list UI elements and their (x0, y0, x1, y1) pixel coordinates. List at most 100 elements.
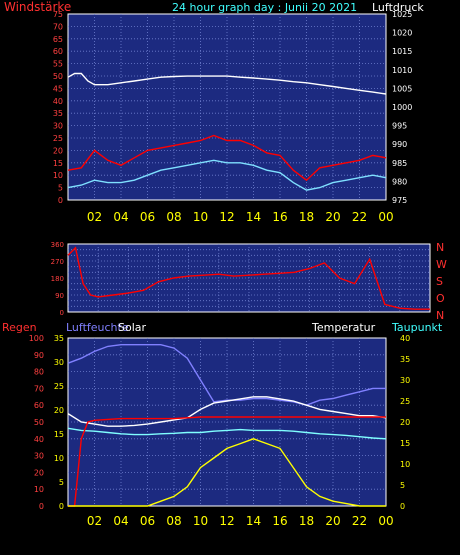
y-tick-left: 90 (55, 292, 64, 300)
x-tick: 22 (352, 514, 367, 528)
y-tick-right: 1010 (392, 66, 412, 75)
y-tick-right: 35 (400, 355, 410, 364)
series-line-luftfeuchte (67, 344, 386, 406)
y-tick-right: 40 (400, 334, 410, 343)
label-luftfeuchte: Luftfeuchte (66, 321, 129, 334)
y-tick-rain: 40 (34, 435, 44, 444)
y-tick-left: 70 (53, 22, 63, 31)
y-tick-left: 5 (58, 184, 63, 193)
y-tick-left: 360 (51, 241, 64, 249)
x-tick: 14 (246, 514, 261, 528)
y-tick-left: 75 (53, 10, 63, 19)
y-tick-left: 0 (60, 309, 64, 317)
x-tick: 00 (378, 210, 393, 224)
x-tick: 20 (325, 210, 340, 224)
series-line-regen (68, 416, 386, 507)
x-tick: 02 (87, 210, 102, 224)
y-tick-right: 1005 (392, 84, 412, 93)
y-tick-rain: 70 (34, 384, 44, 393)
label-temperatur: Temperatur (311, 321, 376, 334)
y-tick-left: 270 (51, 258, 64, 266)
x-tick: 22 (352, 210, 367, 224)
y-tick-right: 1000 (392, 103, 412, 112)
chart-title: 24 hour graph day : Junii 20 2021 (172, 1, 357, 14)
y-tick-solar: 35 (54, 334, 64, 343)
y-tick-right: 990 (392, 140, 407, 149)
compass-label: W (436, 258, 447, 271)
x-tick: 14 (246, 210, 261, 224)
y-tick-right: 20 (400, 418, 410, 427)
y-tick-left: 15 (53, 159, 63, 168)
x-tick: 10 (193, 514, 208, 528)
y-tick-solar: 10 (54, 454, 64, 463)
y-tick-right: 975 (392, 196, 407, 205)
y-tick-left: 30 (53, 122, 63, 131)
y-tick-right: 1025 (392, 10, 412, 19)
y-tick-solar: 20 (54, 406, 64, 415)
y-tick-rain: 10 (34, 485, 44, 494)
x-tick: 08 (166, 514, 181, 528)
right-title: Luftdruck (372, 1, 424, 14)
y-tick-left: 60 (53, 47, 63, 56)
y-tick-right: 985 (392, 159, 407, 168)
y-tick-right: 25 (400, 397, 410, 406)
y-tick-rain: 80 (34, 368, 44, 377)
label-regen: Regen (2, 321, 37, 334)
x-tick: 20 (325, 514, 340, 528)
y-tick-rain: 100 (29, 334, 44, 343)
y-tick-left: 45 (53, 84, 63, 93)
y-tick-right: 995 (392, 122, 407, 131)
x-tick: 12 (219, 210, 234, 224)
compass-label: N (436, 309, 444, 322)
label-solar: Solar (118, 321, 147, 334)
x-tick: 16 (272, 514, 287, 528)
series-line-temperatur (67, 396, 387, 427)
series-line-luftdruck (67, 72, 387, 95)
y-tick-left: 180 (51, 275, 64, 283)
y-tick-solar: 0 (59, 502, 64, 511)
series-line-wind-avg (67, 159, 387, 191)
y-tick-left: 55 (53, 60, 63, 69)
y-tick-left: 0 (58, 196, 63, 205)
y-tick-rain: 20 (34, 468, 44, 477)
y-tick-rain: 50 (34, 418, 44, 427)
y-tick-rain: 30 (34, 452, 44, 461)
series-line-wind-gust (67, 134, 387, 182)
panel-rain-humidity-temp: 0102030405060708090100051015202530350510… (2, 321, 443, 528)
y-tick-rain: 90 (34, 351, 44, 360)
y-tick-right: 5 (400, 481, 405, 490)
x-tick: 06 (140, 514, 155, 528)
x-tick: 06 (140, 210, 155, 224)
y-tick-left: 20 (53, 146, 63, 155)
y-tick-left: 65 (53, 35, 63, 44)
label-taupunkt: Taupunkt (391, 321, 443, 334)
y-tick-solar: 25 (54, 382, 64, 391)
y-tick-right: 980 (392, 177, 407, 186)
y-tick-left: 10 (53, 171, 63, 180)
x-tick: 04 (113, 210, 128, 224)
y-tick-right: 1020 (392, 29, 412, 38)
y-tick-rain: 60 (34, 401, 44, 410)
y-tick-right: 10 (400, 460, 410, 469)
x-tick: 12 (219, 514, 234, 528)
y-tick-right: 1015 (392, 47, 412, 56)
x-tick: 16 (272, 210, 287, 224)
y-tick-right: 15 (400, 439, 410, 448)
compass-label: O (436, 292, 445, 305)
x-tick: 18 (299, 514, 314, 528)
y-tick-solar: 30 (54, 358, 64, 367)
series-line-wind-direction (67, 246, 430, 310)
y-tick-solar: 5 (59, 478, 64, 487)
y-tick-left: 25 (53, 134, 63, 143)
x-tick: 18 (299, 210, 314, 224)
y-tick-left: 50 (53, 72, 63, 81)
x-tick: 10 (193, 210, 208, 224)
x-tick: 08 (166, 210, 181, 224)
y-tick-right: 30 (400, 376, 410, 385)
panel-wind-pressure: 0510152025303540455055606570759759809859… (53, 10, 413, 224)
x-tick: 04 (113, 514, 128, 528)
x-tick: 00 (378, 514, 393, 528)
y-tick-solar: 15 (54, 430, 64, 439)
left-title: Windstärke (4, 0, 71, 14)
